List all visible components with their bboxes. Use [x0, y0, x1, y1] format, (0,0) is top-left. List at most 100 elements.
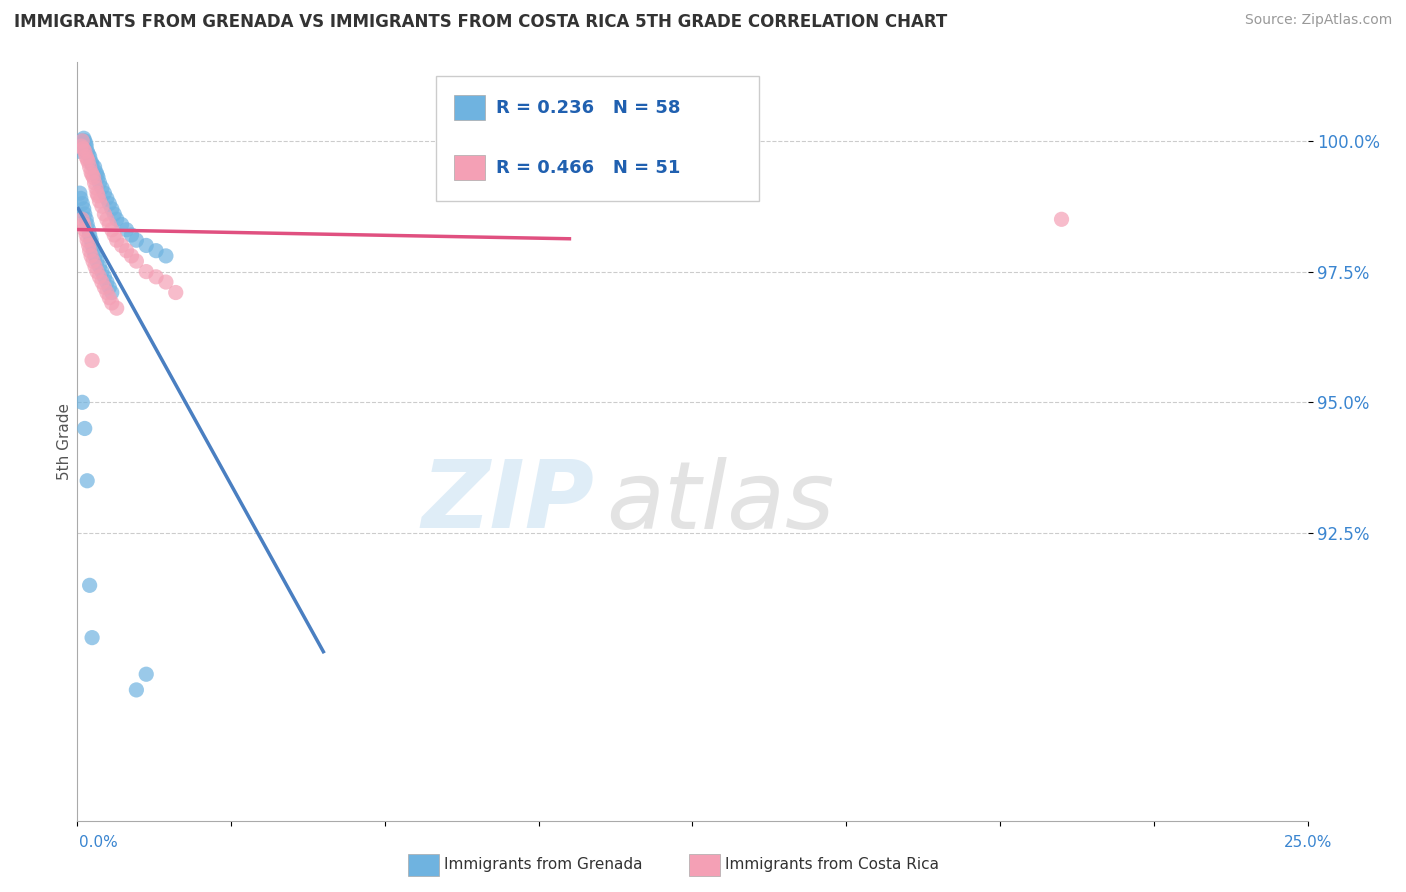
Point	[73, 207, 96, 221]
Point	[96, 275, 118, 289]
Point	[72, 142, 94, 156]
Point	[1050, 212, 1073, 227]
Point	[70, 134, 93, 148]
Point	[77, 154, 100, 169]
Point	[103, 227, 125, 242]
Text: Source: ZipAtlas.com: Source: ZipAtlas.com	[1244, 13, 1392, 28]
Point	[75, 139, 97, 153]
Point	[89, 176, 111, 190]
Point	[84, 249, 107, 263]
Point	[155, 249, 177, 263]
Point	[89, 260, 111, 274]
Text: 0.0%: 0.0%	[79, 836, 118, 850]
Point	[86, 264, 108, 278]
Point	[125, 682, 148, 697]
Point	[84, 181, 107, 195]
Point	[155, 275, 177, 289]
Point	[83, 176, 105, 190]
Point	[86, 168, 108, 182]
Point	[101, 285, 124, 300]
Point	[86, 254, 108, 268]
Point	[70, 196, 93, 211]
Point	[82, 157, 104, 171]
Point	[70, 212, 93, 227]
Point	[73, 131, 96, 145]
Point	[115, 244, 138, 258]
Point	[98, 280, 121, 294]
Point	[105, 212, 128, 227]
Point	[79, 150, 101, 164]
Point	[90, 199, 114, 213]
Point	[165, 285, 187, 300]
Point	[75, 212, 97, 227]
Text: IMMIGRANTS FROM GRENADA VS IMMIGRANTS FROM COSTA RICA 5TH GRADE CORRELATION CHAR: IMMIGRANTS FROM GRENADA VS IMMIGRANTS FR…	[14, 13, 948, 31]
Y-axis label: 5th Grade: 5th Grade	[56, 403, 72, 480]
Point	[105, 301, 128, 316]
Text: atlas: atlas	[606, 457, 835, 548]
Point	[82, 631, 104, 645]
Point	[82, 238, 104, 252]
Point	[135, 667, 157, 681]
Point	[73, 218, 96, 232]
Text: R = 0.236   N = 58: R = 0.236 N = 58	[496, 99, 681, 117]
Point	[101, 296, 124, 310]
Point	[73, 223, 96, 237]
Point	[98, 196, 121, 211]
Point	[75, 150, 97, 164]
Point	[103, 207, 125, 221]
Point	[76, 145, 98, 159]
Point	[80, 233, 103, 247]
Point	[72, 142, 94, 156]
Point	[93, 280, 115, 294]
Text: Immigrants from Costa Rica: Immigrants from Costa Rica	[725, 857, 939, 871]
Point	[87, 188, 110, 202]
Point	[73, 421, 96, 435]
Point	[135, 264, 157, 278]
Point	[79, 578, 101, 592]
Point	[70, 139, 93, 153]
Point	[89, 194, 111, 208]
Point	[98, 218, 121, 232]
Point	[93, 207, 115, 221]
Point	[83, 170, 105, 185]
Point	[75, 136, 97, 151]
Point	[96, 212, 118, 227]
Point	[82, 353, 104, 368]
Point	[76, 474, 98, 488]
Point	[76, 152, 98, 166]
Point	[69, 145, 91, 159]
Point	[111, 218, 132, 232]
Point	[84, 165, 107, 179]
Point	[90, 275, 114, 289]
Point	[93, 186, 115, 201]
Point	[77, 223, 100, 237]
Point	[82, 254, 104, 268]
Point	[145, 244, 167, 258]
Point	[80, 249, 103, 263]
Point	[73, 145, 96, 159]
Point	[75, 227, 97, 242]
Point	[70, 395, 93, 409]
Point	[96, 285, 118, 300]
Point	[76, 218, 98, 232]
Point	[79, 160, 101, 174]
Point	[121, 227, 143, 242]
Point	[79, 227, 101, 242]
Point	[145, 269, 167, 284]
Point	[87, 170, 110, 185]
Point	[115, 223, 138, 237]
Point	[98, 291, 121, 305]
Point	[135, 238, 157, 252]
Text: 25.0%: 25.0%	[1284, 836, 1331, 850]
Point	[79, 244, 101, 258]
Point	[80, 165, 103, 179]
Point	[69, 191, 91, 205]
Point	[111, 238, 132, 252]
Text: Immigrants from Grenada: Immigrants from Grenada	[444, 857, 643, 871]
Point	[84, 260, 107, 274]
Point	[76, 233, 98, 247]
Point	[105, 233, 128, 247]
Point	[121, 249, 143, 263]
Point	[90, 181, 114, 195]
Point	[77, 147, 100, 161]
